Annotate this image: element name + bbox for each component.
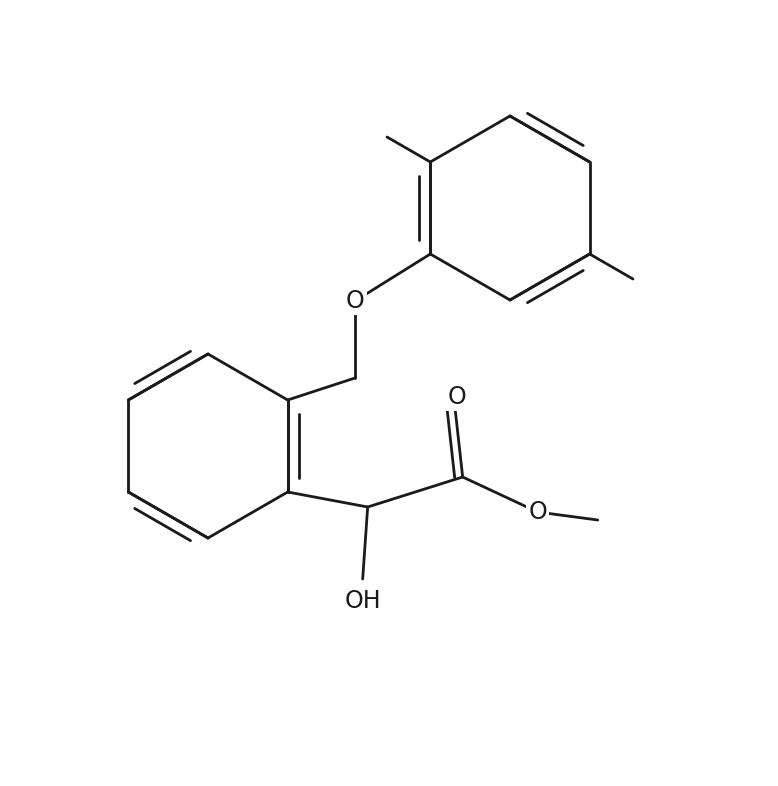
- Text: OH: OH: [345, 589, 381, 613]
- Text: O: O: [447, 385, 466, 409]
- Text: O: O: [345, 289, 364, 313]
- Text: O: O: [528, 500, 547, 524]
